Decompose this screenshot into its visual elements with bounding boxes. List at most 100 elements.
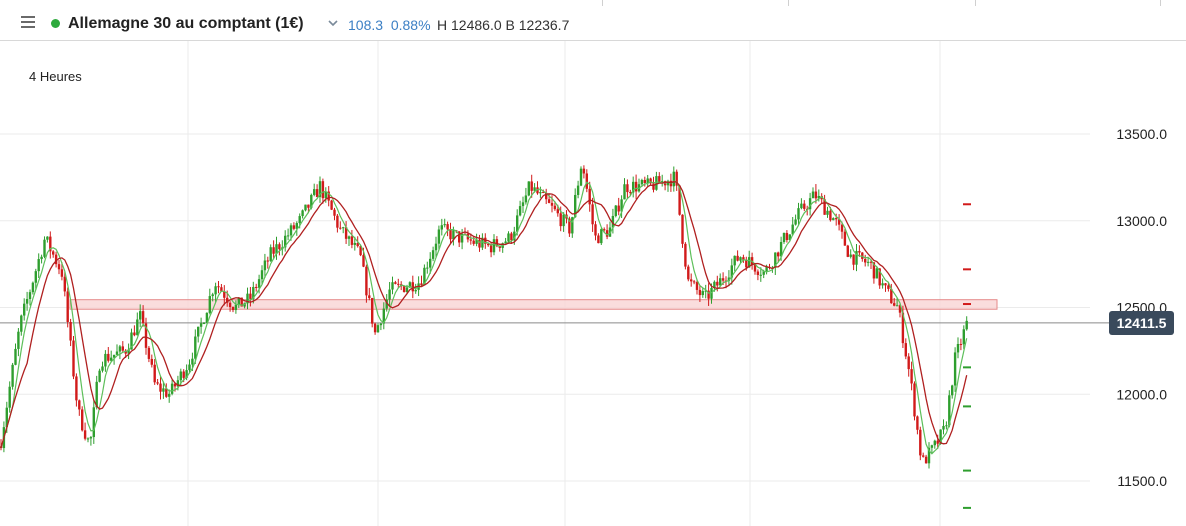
- candle-body: [101, 366, 104, 371]
- candle-body: [440, 225, 443, 230]
- candle-body: [382, 308, 385, 324]
- candle-body: [49, 236, 52, 252]
- candle-body: [449, 229, 452, 240]
- candle-body: [704, 290, 707, 292]
- candle-body: [446, 224, 449, 230]
- candle-body: [431, 250, 435, 259]
- candle-body: [736, 255, 739, 261]
- candle-body: [826, 210, 829, 215]
- candle-body: [849, 254, 852, 257]
- candle-body: [492, 239, 496, 253]
- candle-body: [339, 227, 342, 229]
- candle-body: [205, 312, 209, 324]
- candle-body: [286, 235, 290, 237]
- candle-body: [533, 187, 536, 191]
- low-label: B: [505, 17, 515, 33]
- candle-body: [791, 224, 794, 235]
- candle-body: [78, 400, 81, 410]
- hamburger-menu-icon[interactable]: [21, 16, 35, 28]
- candle-body: [127, 349, 130, 354]
- candle-body: [919, 429, 922, 456]
- candle-body: [69, 321, 72, 341]
- candle-body: [521, 202, 525, 207]
- candle-body: [257, 279, 261, 288]
- y-axis-tick-label: 13500.0: [1116, 126, 1167, 142]
- candle-body: [330, 200, 333, 210]
- candle-body: [231, 307, 235, 311]
- chevron-down-icon[interactable]: [327, 17, 339, 29]
- candle-body: [710, 287, 713, 299]
- candle-body: [469, 239, 472, 241]
- candle-body: [605, 230, 609, 237]
- candle-body: [226, 297, 229, 303]
- candle-body: [640, 179, 644, 185]
- candle-body: [86, 438, 90, 440]
- candle-body: [20, 315, 23, 332]
- candle-body: [394, 282, 397, 284]
- candle-body: [429, 258, 432, 268]
- candle-body: [188, 364, 191, 371]
- candle-body: [202, 323, 206, 325]
- candle-body: [959, 344, 963, 346]
- candle-body: [516, 215, 519, 232]
- timeframe-label[interactable]: 4 Heures: [29, 69, 82, 84]
- candle-body: [875, 268, 878, 279]
- candle-body: [327, 191, 330, 201]
- candle-body: [37, 259, 40, 272]
- candle-body: [458, 231, 461, 243]
- candle-body: [614, 205, 617, 216]
- candle-body: [408, 282, 412, 288]
- candle-body: [530, 181, 533, 191]
- candle-body: [898, 305, 902, 313]
- candle-body: [858, 250, 861, 253]
- candle-body: [368, 295, 371, 299]
- market-status-icon: [51, 19, 60, 28]
- candle-body: [832, 218, 835, 221]
- candle-body: [255, 286, 258, 288]
- candle-body: [17, 331, 20, 349]
- candle-body: [237, 297, 240, 305]
- candle-body: [591, 204, 594, 225]
- candle-body: [777, 252, 780, 257]
- candle-body: [147, 347, 151, 359]
- candle-body: [707, 290, 710, 299]
- candle-body: [104, 353, 107, 367]
- candle-body: [359, 246, 362, 256]
- candle-body: [716, 281, 719, 286]
- candle-body: [489, 245, 493, 253]
- candle-body: [951, 385, 954, 396]
- candle-body: [893, 303, 896, 306]
- candle-body: [173, 383, 177, 387]
- candle-body: [652, 183, 655, 190]
- candle-body: [110, 357, 113, 361]
- y-axis-tick-label: 11500.0: [1117, 473, 1167, 489]
- candle-body: [782, 232, 786, 243]
- candle-body: [518, 206, 522, 216]
- candle-body: [924, 456, 928, 464]
- candle-body: [159, 383, 162, 392]
- candle-body: [179, 371, 182, 381]
- candle-body: [397, 283, 400, 285]
- candle-body: [373, 323, 377, 333]
- change-percent: 0.88%: [390, 17, 431, 33]
- high-value: 12486.0: [451, 17, 502, 33]
- instrument-name[interactable]: Allemagne 30 au comptant (1€): [68, 15, 304, 32]
- candle-body: [356, 242, 359, 247]
- candle-body: [655, 176, 658, 190]
- candle-body: [124, 350, 127, 354]
- candle-body: [579, 168, 583, 186]
- candle-body: [14, 348, 17, 365]
- candle-body: [953, 352, 957, 386]
- candle-body: [739, 257, 742, 261]
- candle-body: [855, 250, 858, 265]
- y-axis-tick-label: 13000.0: [1116, 213, 1167, 229]
- candle-body: [34, 271, 37, 283]
- resistance-zone: [69, 299, 998, 310]
- candle-body: [460, 233, 464, 243]
- candle-body: [887, 285, 890, 289]
- candle-body: [788, 234, 791, 241]
- candle-body: [797, 208, 800, 220]
- candle-body: [426, 267, 429, 269]
- candle-body: [939, 429, 942, 444]
